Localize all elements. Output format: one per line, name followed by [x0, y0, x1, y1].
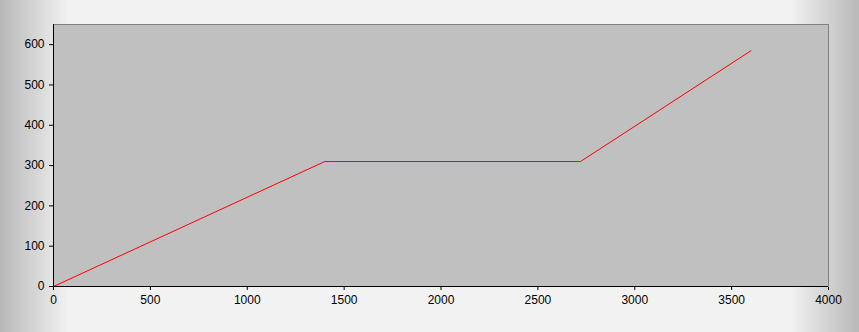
- svg-text:0: 0: [38, 279, 45, 293]
- svg-text:200: 200: [24, 199, 44, 213]
- svg-text:3500: 3500: [718, 293, 745, 307]
- svg-text:2500: 2500: [525, 293, 552, 307]
- svg-text:2000: 2000: [428, 293, 455, 307]
- svg-text:1500: 1500: [331, 293, 358, 307]
- svg-text:100: 100: [24, 239, 44, 253]
- svg-text:600: 600: [24, 37, 44, 51]
- svg-text:1000: 1000: [234, 293, 261, 307]
- svg-text:3000: 3000: [621, 293, 648, 307]
- svg-text:500: 500: [24, 78, 44, 92]
- svg-text:500: 500: [140, 293, 160, 307]
- svg-text:400: 400: [24, 118, 44, 132]
- svg-text:4000: 4000: [815, 293, 842, 307]
- svg-text:0: 0: [50, 293, 57, 307]
- svg-text:300: 300: [24, 158, 44, 172]
